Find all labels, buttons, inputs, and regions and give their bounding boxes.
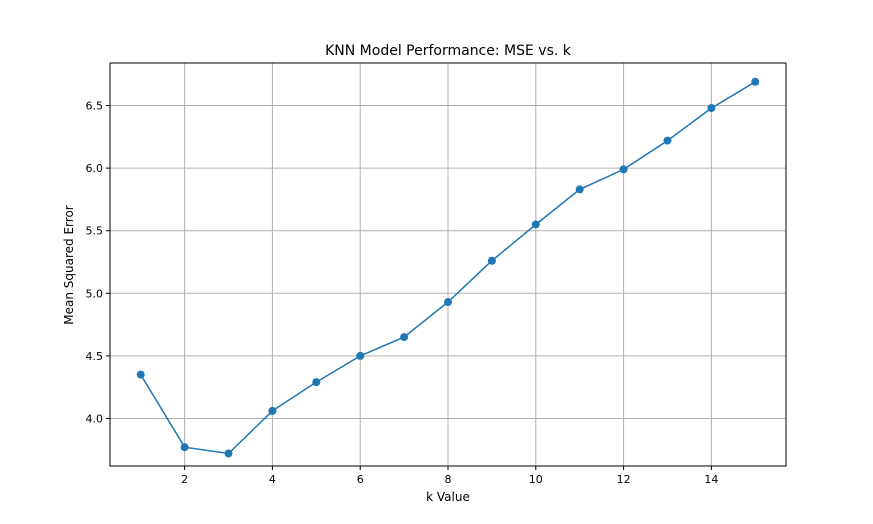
data-point xyxy=(136,370,145,379)
x-tick-label: 4 xyxy=(269,473,276,486)
plot-frame xyxy=(109,62,787,467)
data-point xyxy=(312,378,321,387)
data-point xyxy=(224,449,233,458)
y-tick-label: 4.5 xyxy=(86,350,104,363)
y-tick-label: 6.5 xyxy=(86,100,104,113)
x-tick-label: 10 xyxy=(529,473,543,486)
data-point xyxy=(663,136,672,145)
data-point xyxy=(268,406,277,415)
data-point xyxy=(444,298,452,307)
data-point xyxy=(400,333,409,342)
data-point xyxy=(707,104,716,113)
chart-title: KNN Model Performance: MSE vs. k xyxy=(325,43,572,59)
data-point xyxy=(575,185,584,194)
x-tick-label: 6 xyxy=(357,473,364,486)
x-axis-label: k Value xyxy=(426,490,470,504)
y-tick-label: 6.0 xyxy=(86,162,104,175)
data-point xyxy=(619,165,628,174)
y-axis-label: Mean Squared Error xyxy=(62,205,76,325)
data-point xyxy=(487,256,496,265)
data-point xyxy=(751,77,760,86)
grid xyxy=(110,63,786,466)
ticks: 2 4 6 8 10 12 14 4.0 4.5 5.0 5.5 6.0 6.5 xyxy=(86,100,719,486)
data-point xyxy=(356,351,365,360)
x-tick-label: 12 xyxy=(617,473,631,486)
data-point xyxy=(531,220,540,229)
x-tick-label: 2 xyxy=(181,473,188,486)
series xyxy=(136,77,760,458)
y-tick-label: 5.0 xyxy=(86,287,104,300)
x-tick-label: 14 xyxy=(704,473,718,486)
x-tick-label: 8 xyxy=(445,473,452,486)
data-point xyxy=(180,443,189,452)
y-tick-label: 5.5 xyxy=(86,225,104,238)
y-tick-label: 4.0 xyxy=(86,412,104,425)
